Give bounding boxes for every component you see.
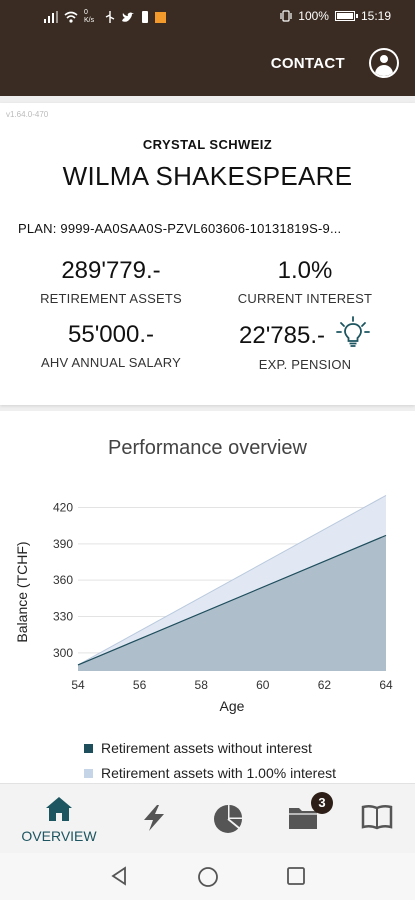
twitter-icon xyxy=(122,12,134,22)
legend-swatch-without-interest xyxy=(84,743,93,753)
bottom-navigation: OVERVIEW 3 xyxy=(0,783,415,853)
retirement-assets-label: RETIREMENT ASSETS xyxy=(40,291,182,306)
lightning-icon xyxy=(144,805,164,831)
tab-activity[interactable] xyxy=(114,784,194,854)
stat-exp-pension: 22'785.- EXP. PENSION xyxy=(210,316,400,372)
notification-icon xyxy=(142,11,148,23)
book-icon xyxy=(361,804,393,830)
y-axis-label: Balance (TCHF) xyxy=(14,541,30,642)
folder-icon xyxy=(289,808,317,829)
lightbulb-icon[interactable] xyxy=(335,315,371,351)
stat-retirement-assets: 289'779.- RETIREMENT ASSETS xyxy=(16,257,206,306)
plan-number: PLAN: 9999-AA0SAA0S-PZVL603606-10131819S… xyxy=(18,221,342,236)
home-button-icon[interactable] xyxy=(197,866,219,888)
performance-card: Performance overview 300 330 360 390 420 54 56… xyxy=(0,411,415,783)
current-interest-value: 1.0% xyxy=(277,257,333,284)
tab-portfolio[interactable] xyxy=(188,784,268,854)
battery-percent: 100% xyxy=(298,9,329,23)
x-axis-label: Age xyxy=(220,698,245,714)
legend-item-with-interest[interactable]: Retirement assets with 1.00% interest xyxy=(84,765,336,781)
tab-overview-label: OVERVIEW xyxy=(21,828,97,844)
exp-pension-label: EXP. PENSION xyxy=(258,357,352,372)
area-without-interest xyxy=(78,535,386,671)
x-tick-label-56: 56 xyxy=(133,678,147,692)
line-without-interest xyxy=(77,534,387,666)
clock: 15:19 xyxy=(360,9,391,23)
signal-icon xyxy=(44,11,58,23)
retirement-assets-value: 289'779.- xyxy=(61,257,161,284)
tab-library[interactable] xyxy=(337,784,415,854)
app-header: 0 K/s 100% 15:19 CONTACT xyxy=(0,0,415,96)
y-tick-label-300: 300 xyxy=(53,646,73,660)
x-tick-label-58: 58 xyxy=(195,678,209,692)
legend-item-without-interest[interactable]: Retirement assets without interest xyxy=(84,740,312,756)
app-icon xyxy=(155,11,166,23)
x-tick-label-64: 64 xyxy=(379,678,393,692)
ahv-salary-value: 55'000.- xyxy=(68,321,154,348)
status-right: 100% 15:19 xyxy=(280,9,391,23)
pie-chart-icon xyxy=(214,805,242,833)
account-icon[interactable] xyxy=(369,48,399,78)
chart-title: Performance overview xyxy=(108,437,307,459)
vibrate-icon xyxy=(280,10,292,22)
home-icon xyxy=(46,797,72,821)
exp-pension-value: 22'785.- xyxy=(239,322,325,349)
recents-icon[interactable] xyxy=(286,866,306,886)
x-tick-label-60: 60 xyxy=(256,678,270,692)
status-left: 0 K/s xyxy=(44,9,166,25)
system-navigation-bar xyxy=(0,853,415,900)
battery-icon xyxy=(334,11,358,21)
performance-chart: 300 330 360 390 420 54 56 58 60 62 64 Age Balance (T… xyxy=(14,494,393,714)
ahv-salary-label: AHV ANNUAL SALARY xyxy=(41,355,181,370)
y-tick-label-360: 360 xyxy=(53,573,73,587)
wifi-icon xyxy=(64,11,78,23)
data-speed-icon: 0 K/s xyxy=(84,9,95,24)
tab-overview[interactable]: OVERVIEW xyxy=(19,784,99,854)
current-interest-label: CURRENT INTEREST xyxy=(237,291,373,306)
y-tick-label-390: 390 xyxy=(53,537,73,551)
x-tick-label-54: 54 xyxy=(71,678,85,692)
company-name: CRYSTAL SCHWEIZ xyxy=(142,137,273,152)
usb-icon xyxy=(105,11,115,23)
legend-swatch-with-interest xyxy=(84,768,93,778)
y-tick-label-330: 330 xyxy=(53,610,73,624)
profile-card: v1.64.0-470 CRYSTAL SCHWEIZ WILMA SHAKES… xyxy=(0,103,415,405)
y-tick-label-420: 420 xyxy=(53,501,73,515)
back-icon[interactable] xyxy=(109,866,129,886)
legend-label-with-interest: Retirement assets with 1.00% interest xyxy=(101,765,336,781)
status-bar: 0 K/s 100% 15:19 xyxy=(0,0,415,34)
version-label: v1.64.0-470 xyxy=(6,110,49,119)
documents-badge: 3 xyxy=(311,792,333,814)
stat-ahv-salary: 55'000.- AHV ANNUAL SALARY xyxy=(16,321,206,370)
person-name: WILMA SHAKESPEARE xyxy=(62,161,353,191)
tab-documents[interactable]: 3 xyxy=(263,784,343,854)
x-tick-label-62: 62 xyxy=(318,678,332,692)
stat-current-interest: 1.0% CURRENT INTEREST xyxy=(210,257,400,306)
legend-label-without-interest: Retirement assets without interest xyxy=(101,740,312,756)
line-with-interest xyxy=(77,494,387,666)
contact-button[interactable]: CONTACT xyxy=(270,55,345,72)
